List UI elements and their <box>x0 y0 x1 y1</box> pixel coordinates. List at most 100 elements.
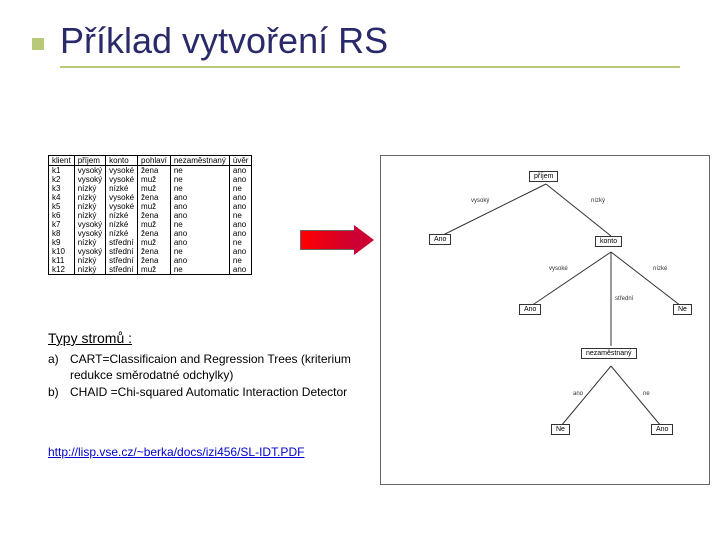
table-cell: ne <box>229 211 252 220</box>
table-cell: k11 <box>49 256 75 265</box>
tree-edge-label: ano <box>573 391 583 397</box>
table-header: klient <box>49 156 75 166</box>
title-bullet-icon <box>32 38 44 50</box>
decision-tree-diagram: příjem vysoký nízký Ano konto vysoké stř… <box>380 155 710 485</box>
table-cell: nízký <box>74 211 105 220</box>
table-cell: k6 <box>49 211 75 220</box>
table-cell: vysoký <box>74 229 105 238</box>
tree-edge-label: ne <box>643 391 650 397</box>
table-cell: ne <box>170 166 229 176</box>
table-cell: ne <box>170 184 229 193</box>
tree-node-konto: konto <box>595 236 622 247</box>
table-cell: nízké <box>106 229 138 238</box>
table-cell: vysoké <box>106 166 138 176</box>
table-row: k6nízkýnízkéženaanone <box>49 211 252 220</box>
table-cell: k3 <box>49 184 75 193</box>
tree-leaf: Ne <box>551 424 570 435</box>
table-cell: ne <box>170 175 229 184</box>
table-cell: k5 <box>49 202 75 211</box>
table-cell: ano <box>229 229 252 238</box>
table-cell: střední <box>106 238 138 247</box>
table-row: k5nízkývysokémužanoano <box>49 202 252 211</box>
table-cell: muž <box>138 202 171 211</box>
table-header: nezaměstnaný <box>170 156 229 166</box>
table-cell: ne <box>170 265 229 275</box>
tree-leaf: Ano <box>429 234 451 245</box>
table-cell: ano <box>170 202 229 211</box>
title-area: Příklad vytvoření RS <box>60 20 680 68</box>
table-header: konto <box>106 156 138 166</box>
types-item-text: CHAID =Chi-squared Automatic Interaction… <box>70 385 368 401</box>
title-underline <box>60 66 680 68</box>
table-cell: střední <box>106 265 138 275</box>
types-item-letter: b) <box>48 385 70 401</box>
tree-leaf: Ano <box>651 424 673 435</box>
table-cell: k9 <box>49 238 75 247</box>
table-cell: vysoký <box>74 166 105 176</box>
table-cell: ano <box>229 175 252 184</box>
table-cell: k7 <box>49 220 75 229</box>
table-row: k2vysokývysokémužneano <box>49 175 252 184</box>
table-row: k8vysokýnízkéženaanoano <box>49 229 252 238</box>
table-cell: muž <box>138 175 171 184</box>
table-cell: ano <box>229 265 252 275</box>
table-cell: vysoké <box>106 193 138 202</box>
table-row: k1vysokývysokéženaneano <box>49 166 252 176</box>
table-row: k7vysokýnízkémužneano <box>49 220 252 229</box>
types-item: b)CHAID =Chi-squared Automatic Interacti… <box>48 385 368 401</box>
table-cell: ne <box>170 247 229 256</box>
table-cell: žena <box>138 193 171 202</box>
table-cell: ano <box>229 220 252 229</box>
data-table-area: klientpříjemkontopohlavínezaměstnanýúvěr… <box>48 155 252 275</box>
table-cell: k10 <box>49 247 75 256</box>
table-cell: ne <box>229 184 252 193</box>
table-cell: vysoké <box>106 202 138 211</box>
table-cell: muž <box>138 220 171 229</box>
table-cell: ne <box>229 238 252 247</box>
table-cell: ano <box>170 193 229 202</box>
table-header: pohlaví <box>138 156 171 166</box>
table-cell: k4 <box>49 193 75 202</box>
table-row: k11nízkýstředníženaanone <box>49 256 252 265</box>
table-cell: vysoké <box>106 175 138 184</box>
table-cell: nízké <box>106 220 138 229</box>
table-row: k3nízkýnízkémužnene <box>49 184 252 193</box>
table-cell: ne <box>170 220 229 229</box>
tree-leaf: Ne <box>673 304 692 315</box>
tree-edge-label: vysoké <box>549 266 568 272</box>
table-cell: nízký <box>74 184 105 193</box>
tree-types-section: Typy stromů : a)CART=Classificaion and R… <box>48 330 368 403</box>
table-cell: nízké <box>106 211 138 220</box>
tree-node-root: příjem <box>529 171 558 182</box>
types-item-text: CART=Classificaion and Regression Trees … <box>70 352 368 383</box>
table-cell: nízký <box>74 265 105 275</box>
table-cell: střední <box>106 256 138 265</box>
table-cell: vysoký <box>74 175 105 184</box>
slide-title: Příklad vytvoření RS <box>60 20 680 62</box>
tree-edge-label: nízké <box>653 266 667 272</box>
source-link[interactable]: http://lisp.vse.cz/~berka/docs/izi456/SL… <box>48 445 304 459</box>
table-cell: žena <box>138 229 171 238</box>
table-cell: k8 <box>49 229 75 238</box>
slide: Příklad vytvoření RS klientpříjemkontopo… <box>0 0 720 540</box>
table-cell: ano <box>170 238 229 247</box>
table-cell: žena <box>138 166 171 176</box>
table-row: k12nízkýstřednímužneano <box>49 265 252 275</box>
tree-edge-label: nízký <box>591 198 605 204</box>
table-cell: nízké <box>106 184 138 193</box>
table-cell: ano <box>229 166 252 176</box>
table-row: k9nízkýstřednímužanone <box>49 238 252 247</box>
types-list: a)CART=Classificaion and Regression Tree… <box>48 352 368 401</box>
table-cell: muž <box>138 184 171 193</box>
table-cell: ano <box>170 256 229 265</box>
table-cell: ano <box>170 229 229 238</box>
table-cell: žena <box>138 247 171 256</box>
table-cell: žena <box>138 256 171 265</box>
table-cell: ano <box>229 193 252 202</box>
table-cell: střední <box>106 247 138 256</box>
table-cell: k2 <box>49 175 75 184</box>
table-cell: k12 <box>49 265 75 275</box>
table-cell: ano <box>229 202 252 211</box>
tree-edge-label: střední <box>615 296 633 302</box>
table-cell: žena <box>138 211 171 220</box>
